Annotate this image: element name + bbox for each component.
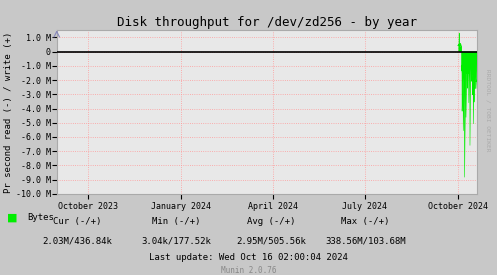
Y-axis label: Pr second read (-) / write (+): Pr second read (-) / write (+) [4,31,13,193]
Text: 338.56M/103.68M: 338.56M/103.68M [325,236,406,245]
Text: 2.03M/436.84k: 2.03M/436.84k [42,236,112,245]
Text: Max (-/+): Max (-/+) [341,217,390,226]
Text: Min (-/+): Min (-/+) [152,217,201,226]
Text: Bytes: Bytes [27,213,54,222]
Text: 2.95M/505.56k: 2.95M/505.56k [236,236,306,245]
Text: Avg (-/+): Avg (-/+) [247,217,295,226]
Title: Disk throughput for /dev/zd256 - by year: Disk throughput for /dev/zd256 - by year [117,16,417,29]
Text: ■: ■ [7,212,18,222]
Text: Cur (-/+): Cur (-/+) [53,217,101,226]
Text: 3.04k/177.52k: 3.04k/177.52k [142,236,211,245]
Text: Last update: Wed Oct 16 02:00:04 2024: Last update: Wed Oct 16 02:00:04 2024 [149,253,348,262]
Text: RRDTOOL / TOBI OETIKER: RRDTOOL / TOBI OETIKER [486,69,491,151]
Text: Munin 2.0.76: Munin 2.0.76 [221,266,276,275]
